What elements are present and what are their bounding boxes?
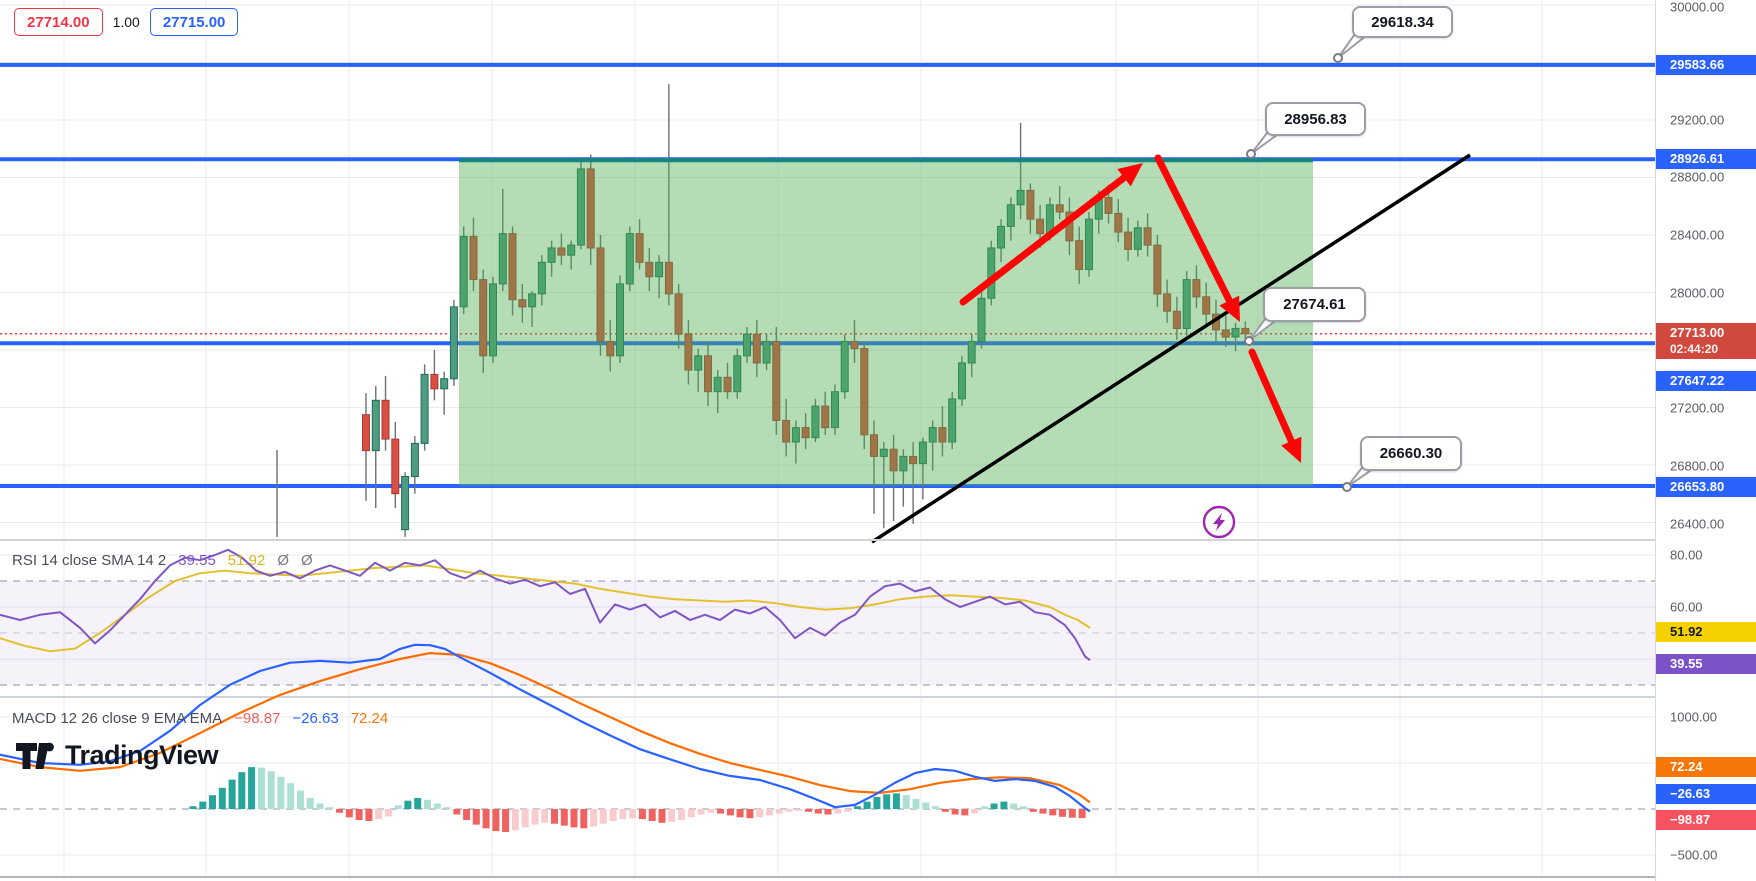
price-badge-blue: 27647.22: [1656, 371, 1756, 391]
axis-label: 28000.00: [1670, 285, 1725, 301]
price-callout[interactable]: 29618.34: [1352, 6, 1453, 38]
rsi-sma-hide-icon[interactable]: Ø: [301, 552, 313, 569]
axis-label: 27200.00: [1670, 400, 1725, 416]
order-panel: 27714.00 1.00 27715.00: [14, 8, 239, 36]
axis-label: 28400.00: [1670, 227, 1725, 243]
axis-label: 80.00: [1670, 547, 1703, 563]
sell-button[interactable]: 27714.00: [14, 8, 103, 36]
price-badge-yellow: 51.92: [1656, 622, 1756, 642]
price-badge-blue: 26653.80: [1656, 477, 1756, 497]
lightning-icon: [1202, 505, 1236, 539]
price-badge-red: 27713.00 02:44:20: [1656, 323, 1756, 359]
axis-label: 1000.00: [1670, 709, 1717, 725]
rsi-legend: RSI 14 close SMA 14 2 39.55 51.92 Ø Ø: [12, 552, 313, 569]
price-badge-blue: −26.63: [1656, 784, 1756, 804]
spread-value: 1.00: [112, 14, 140, 30]
axis-label: 60.00: [1670, 599, 1703, 615]
axis-label: 26800.00: [1670, 458, 1725, 474]
axis-label: 30000.00: [1670, 0, 1725, 15]
buy-button[interactable]: 27715.00: [149, 8, 239, 36]
price-axis[interactable]: 30000.00 29200.00 28800.00 28400.00 28000.00…: [1655, 0, 1756, 881]
axis-label: 26400.00: [1670, 516, 1725, 532]
price-badge-blue: 28926.61: [1656, 149, 1756, 169]
macd-signal-value: 72.24: [350, 710, 389, 727]
macd-legend: MACD 12 26 close 9 EMA EMA −98.87 −26.63…: [12, 710, 388, 727]
price-badge-purple: 39.55: [1656, 654, 1756, 674]
price-callout[interactable]: 26660.30: [1360, 436, 1462, 471]
price-callout[interactable]: 27674.61: [1263, 287, 1366, 322]
axis-label: −500.00: [1670, 847, 1718, 863]
price-callout[interactable]: 28956.83: [1265, 102, 1366, 136]
tradingview-logo[interactable]: TradingView: [16, 740, 219, 771]
price-badge-blue: 29583.66: [1656, 55, 1756, 75]
rsi-sma-value: 51.92: [227, 552, 266, 569]
tradingview-logo-text: TradingView: [65, 740, 219, 770]
rsi-hide-icon[interactable]: Ø: [277, 552, 290, 569]
rsi-legend-title[interactable]: RSI 14 close SMA 14 2: [12, 552, 167, 569]
macd-line-value: −26.63: [292, 710, 339, 727]
axis-label: 28800.00: [1670, 169, 1725, 185]
rsi-value: 39.55: [178, 552, 216, 569]
macd-hist-value: −98.87: [234, 710, 281, 727]
tradingview-logo-icon: [16, 742, 54, 769]
axis-label: 29200.00: [1670, 112, 1725, 128]
price-badge-salmon: −98.87: [1656, 810, 1756, 830]
macd-legend-title[interactable]: MACD 12 26 close 9 EMA EMA: [12, 710, 223, 727]
price-badge-orange: 72.24: [1656, 757, 1756, 777]
